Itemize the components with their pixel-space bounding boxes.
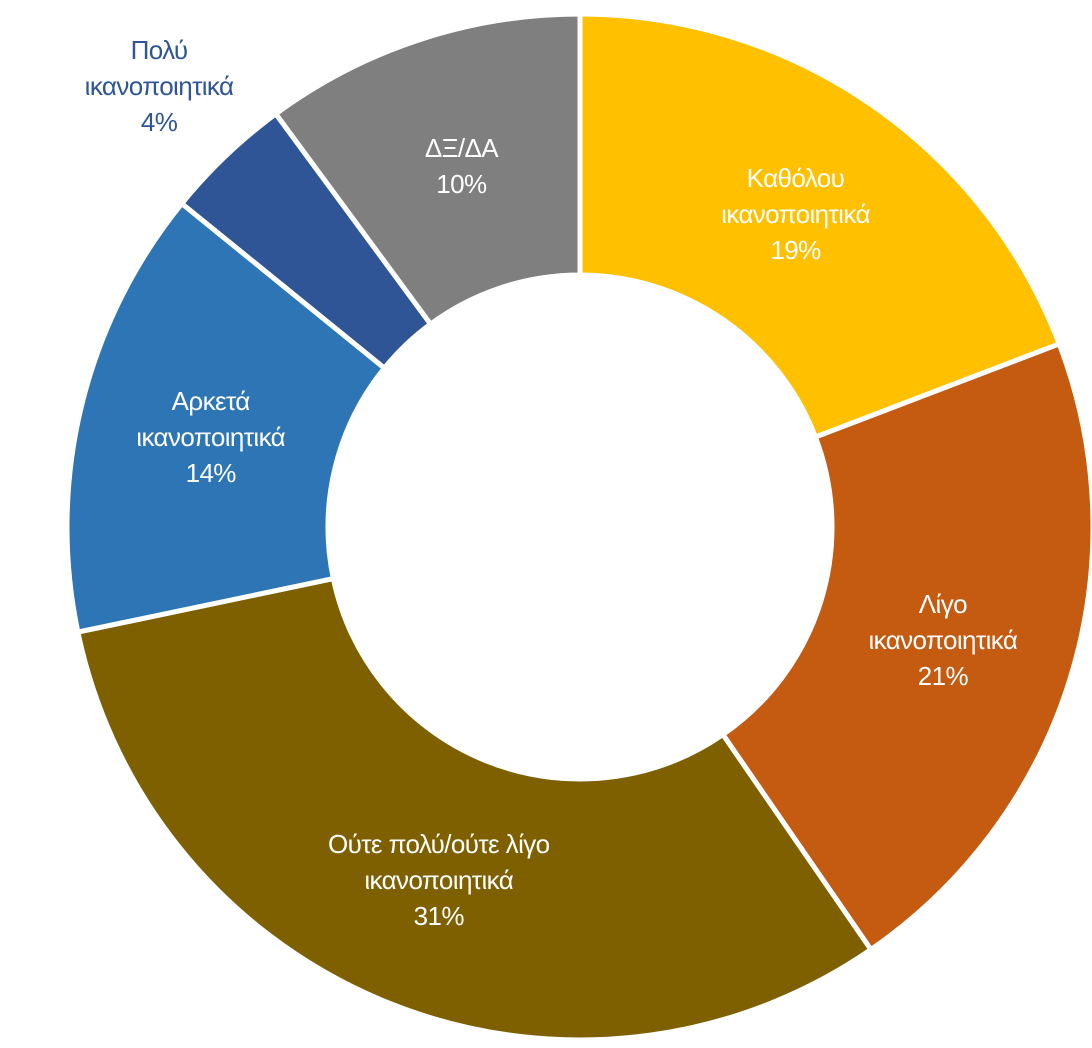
value-label: 19% [770, 235, 821, 265]
slice [272, 11, 583, 328]
category-label: Πολύ ικανοποιητικά [84, 34, 234, 101]
slice-label: Καθόλου ικανοποιητικά 19% [721, 160, 870, 268]
value-label: 14% [185, 458, 237, 489]
category-label: ΔΞ/ΔΑ [424, 132, 499, 163]
slice-label: ΔΞ/ΔΑ 10% [424, 130, 499, 202]
slice-label: Ούτε πολύ/ούτε λίγο ικανοποιητικά 31% [328, 826, 550, 934]
value-label: 10% [436, 168, 487, 199]
slice [64, 200, 388, 636]
category-label: Ούτε πολύ/ούτε λίγο ικανοποιητικά [328, 828, 550, 895]
value-label: 21% [917, 660, 969, 691]
slice-label: Λίγο ικανοποιητικά 21% [868, 586, 1017, 694]
slice [577, 11, 1063, 441]
value-label: 4% [140, 106, 178, 137]
category-label: Λίγο ικανοποιητικά [868, 588, 1018, 655]
value-label: 31% [413, 900, 465, 931]
slice-label: Αρκετά ικανοποιητικά 14% [136, 383, 285, 491]
category-label: Καθόλου ικανοποιητικά [721, 163, 870, 229]
category-label: Αρκετά ικανοποιητικά [136, 386, 286, 453]
slice-label: Πολύ ικανοποιητικά 4% [85, 32, 234, 140]
slice [719, 340, 1092, 954]
slice [74, 575, 875, 1043]
